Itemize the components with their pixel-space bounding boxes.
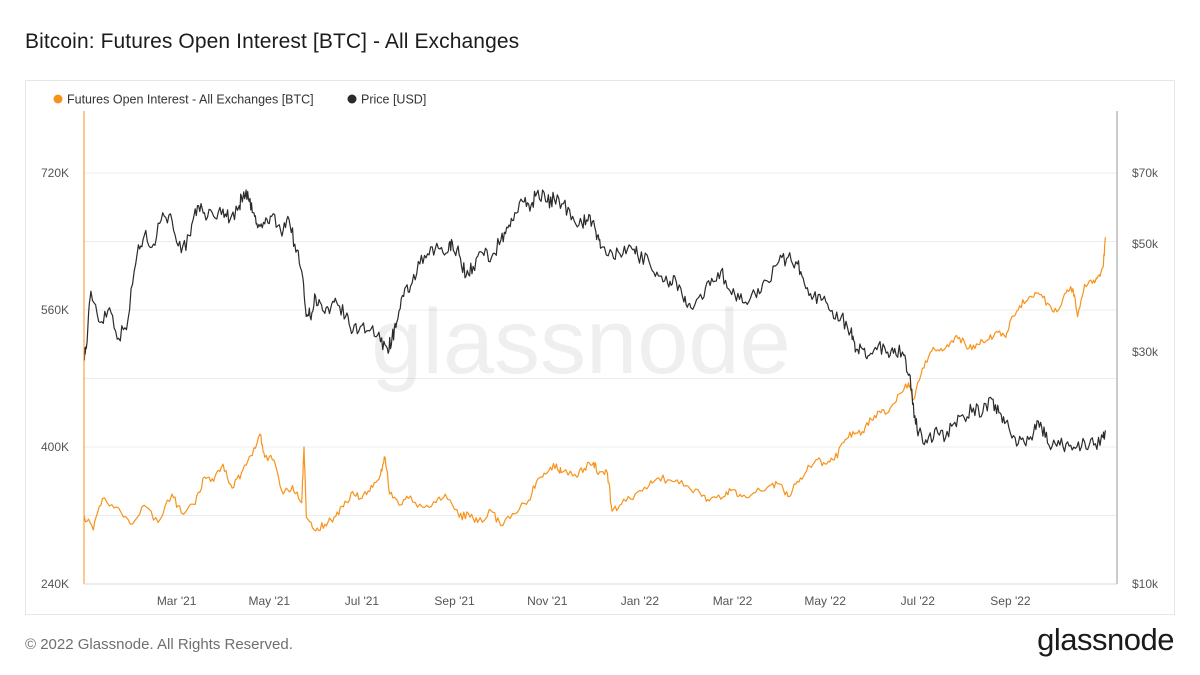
x-axis-ticks: Mar '21 May '21 Jul '21 Sep '21 Nov '21 Jan '… [157,594,1031,608]
left-axis-ticks: 240K 400K 560K 720K [41,166,69,591]
x-tick-label: Jul '22 [901,594,936,608]
legend-marker-price [347,94,357,104]
left-tick-label: 400K [41,440,69,454]
chart-title: Bitcoin: Futures Open Interest [BTC] - A… [25,30,520,53]
legend-marker-open-interest [53,94,63,104]
left-tick-label: 720K [41,166,69,180]
x-tick-label: Jan '22 [621,594,660,608]
left-tick-label: 240K [41,577,69,591]
price-series-line [83,189,1106,453]
axis-lines [83,111,1118,585]
x-tick-label: Sep '22 [990,594,1031,608]
x-tick-label: Sep '21 [434,594,475,608]
right-tick-label: $70k [1132,166,1159,180]
x-tick-label: May '21 [248,594,290,608]
open-interest-series-line [83,237,1106,532]
right-tick-label: $30k [1132,345,1159,359]
x-tick-label: May '22 [804,594,846,608]
x-tick-label: Jul '21 [345,594,380,608]
x-tick-label: Mar '21 [157,594,197,608]
right-tick-label: $50k [1132,237,1159,251]
watermark-text: glassnode [371,291,790,393]
left-tick-label: 560K [41,303,69,317]
right-axis-ticks: $10k $30k $50k $70k [1132,166,1159,591]
glassnode-logo[interactable]: glassnode [1037,622,1174,657]
x-tick-label: Nov '21 [527,594,568,608]
copyright-text: © 2022 Glassnode. All Rights Reserved. [25,636,293,653]
series-lines [83,189,1106,532]
legend-label-open-interest[interactable]: Futures Open Interest - All Exchanges [B… [67,93,314,107]
chart-frame: glassnode 240K 400K 560K 720K $10k $30k $50k $… [25,80,1175,615]
right-tick-label: $10k [1132,577,1159,591]
x-tick-label: Mar '22 [713,594,753,608]
chart-legend[interactable]: Futures Open Interest - All Exchanges [B… [53,93,427,107]
legend-label-price[interactable]: Price [USD] [361,93,426,107]
